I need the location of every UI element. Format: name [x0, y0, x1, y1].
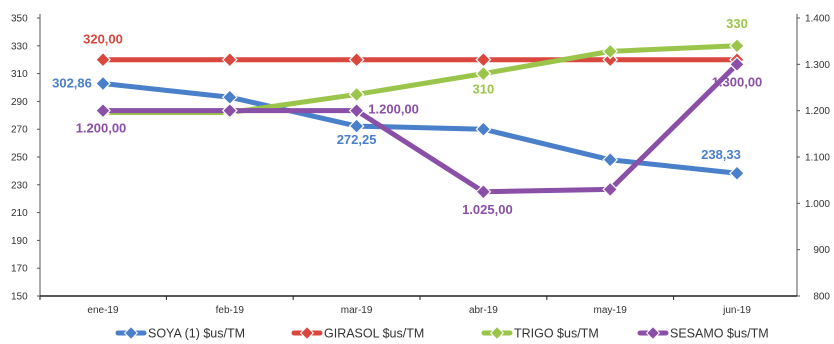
series-point-2: [348, 86, 365, 103]
data-label: 272,25: [337, 132, 377, 147]
data-label: 302,86: [52, 76, 92, 91]
series-point-0: [221, 89, 238, 106]
series-point-1: [221, 51, 238, 68]
right-axis-tick-label: 1.200: [805, 106, 830, 117]
left-axis-tick-label: 330: [11, 41, 28, 52]
series-point-3: [602, 181, 619, 198]
data-label: 1.025,00: [462, 202, 513, 217]
data-label: 238,33: [701, 147, 741, 162]
chart-legend: SOYA (1) $us/TM GIRASOL $us/TM TRIGO $us/T…: [115, 325, 769, 341]
series-point-3: [221, 102, 238, 119]
legend-label: SOYA (1) $us/TM: [148, 327, 245, 341]
right-axis-tick-label: 800: [813, 292, 830, 303]
series-point-3: [475, 183, 492, 200]
right-axis-tick-label: 900: [813, 245, 830, 256]
series-point-2: [602, 43, 619, 60]
data-label: 320,00: [83, 32, 123, 47]
series-line-2: [100, 43, 740, 116]
legend-marker-2: [489, 325, 505, 341]
chart-series: [95, 37, 745, 200]
left-axis-tick-label: 350: [11, 14, 28, 25]
legend-marker-0: [123, 325, 139, 341]
right-axis-tick-label: 1.400: [805, 14, 830, 25]
series-point-3: [729, 56, 745, 73]
legend-marker-1: [299, 325, 315, 341]
data-label: 1.300,00: [712, 74, 763, 89]
legend-label: GIRASOL $us/TM: [324, 327, 424, 341]
chart-axes: 150 170 190 210 230 250 270 290 310 330 350 800 900 1…: [11, 14, 830, 317]
legend-label: TRIGO $us/TM: [514, 327, 599, 341]
left-axis-tick-label: 150: [11, 292, 28, 303]
series-point-1: [95, 51, 111, 68]
chart-data-labels: 302,86 272,25 238,33 320,00 310 330 1.200,00 1.…: [52, 16, 762, 217]
series-point-1: [348, 51, 365, 68]
series-point-3: [348, 102, 365, 119]
data-label: 1.200,00: [368, 102, 419, 117]
left-axis-tick-label: 310: [11, 69, 28, 80]
left-axis-tick-label: 270: [11, 125, 28, 136]
x-axis-tick-label: may-19: [594, 305, 628, 316]
x-axis-tick-label: jun-19: [722, 305, 751, 316]
right-axis-tick-label: 1.100: [805, 153, 830, 164]
legend-marker-3: [645, 325, 661, 341]
x-axis-tick-label: abr-19: [469, 305, 498, 316]
series-point-1: [602, 51, 619, 68]
series-point-0: [348, 118, 365, 134]
series-point-2: [475, 65, 492, 82]
series-point-3: [95, 102, 111, 119]
left-axis-tick-label: 250: [11, 153, 28, 164]
x-axis-tick-label: mar-19: [341, 305, 373, 316]
legend-label: SESAMO $us/TM: [670, 327, 769, 341]
series-point-0: [475, 121, 492, 138]
left-axis-tick-label: 190: [11, 236, 28, 247]
series-point-0: [602, 151, 619, 168]
left-axis-tick-label: 170: [11, 264, 28, 275]
left-axis-tick-label: 290: [11, 97, 28, 108]
series-point-0: [95, 75, 111, 92]
left-axis-tick-label: 210: [11, 208, 28, 219]
data-label: 310: [473, 82, 495, 97]
data-label: 1.200,00: [76, 121, 127, 136]
series-point-2: [729, 37, 745, 54]
data-label: 330: [726, 16, 748, 31]
right-axis-tick-label: 1.300: [805, 60, 830, 71]
x-axis-tick-label: feb-19: [216, 305, 245, 316]
series-point-0: [729, 165, 745, 182]
series-line-0: [100, 81, 740, 176]
series-line-3: [100, 61, 740, 195]
right-axis-tick-label: 1.000: [805, 199, 830, 210]
series-point-1: [475, 51, 492, 68]
x-axis-tick-label: ene-19: [87, 305, 119, 316]
left-axis-tick-label: 230: [11, 180, 28, 191]
